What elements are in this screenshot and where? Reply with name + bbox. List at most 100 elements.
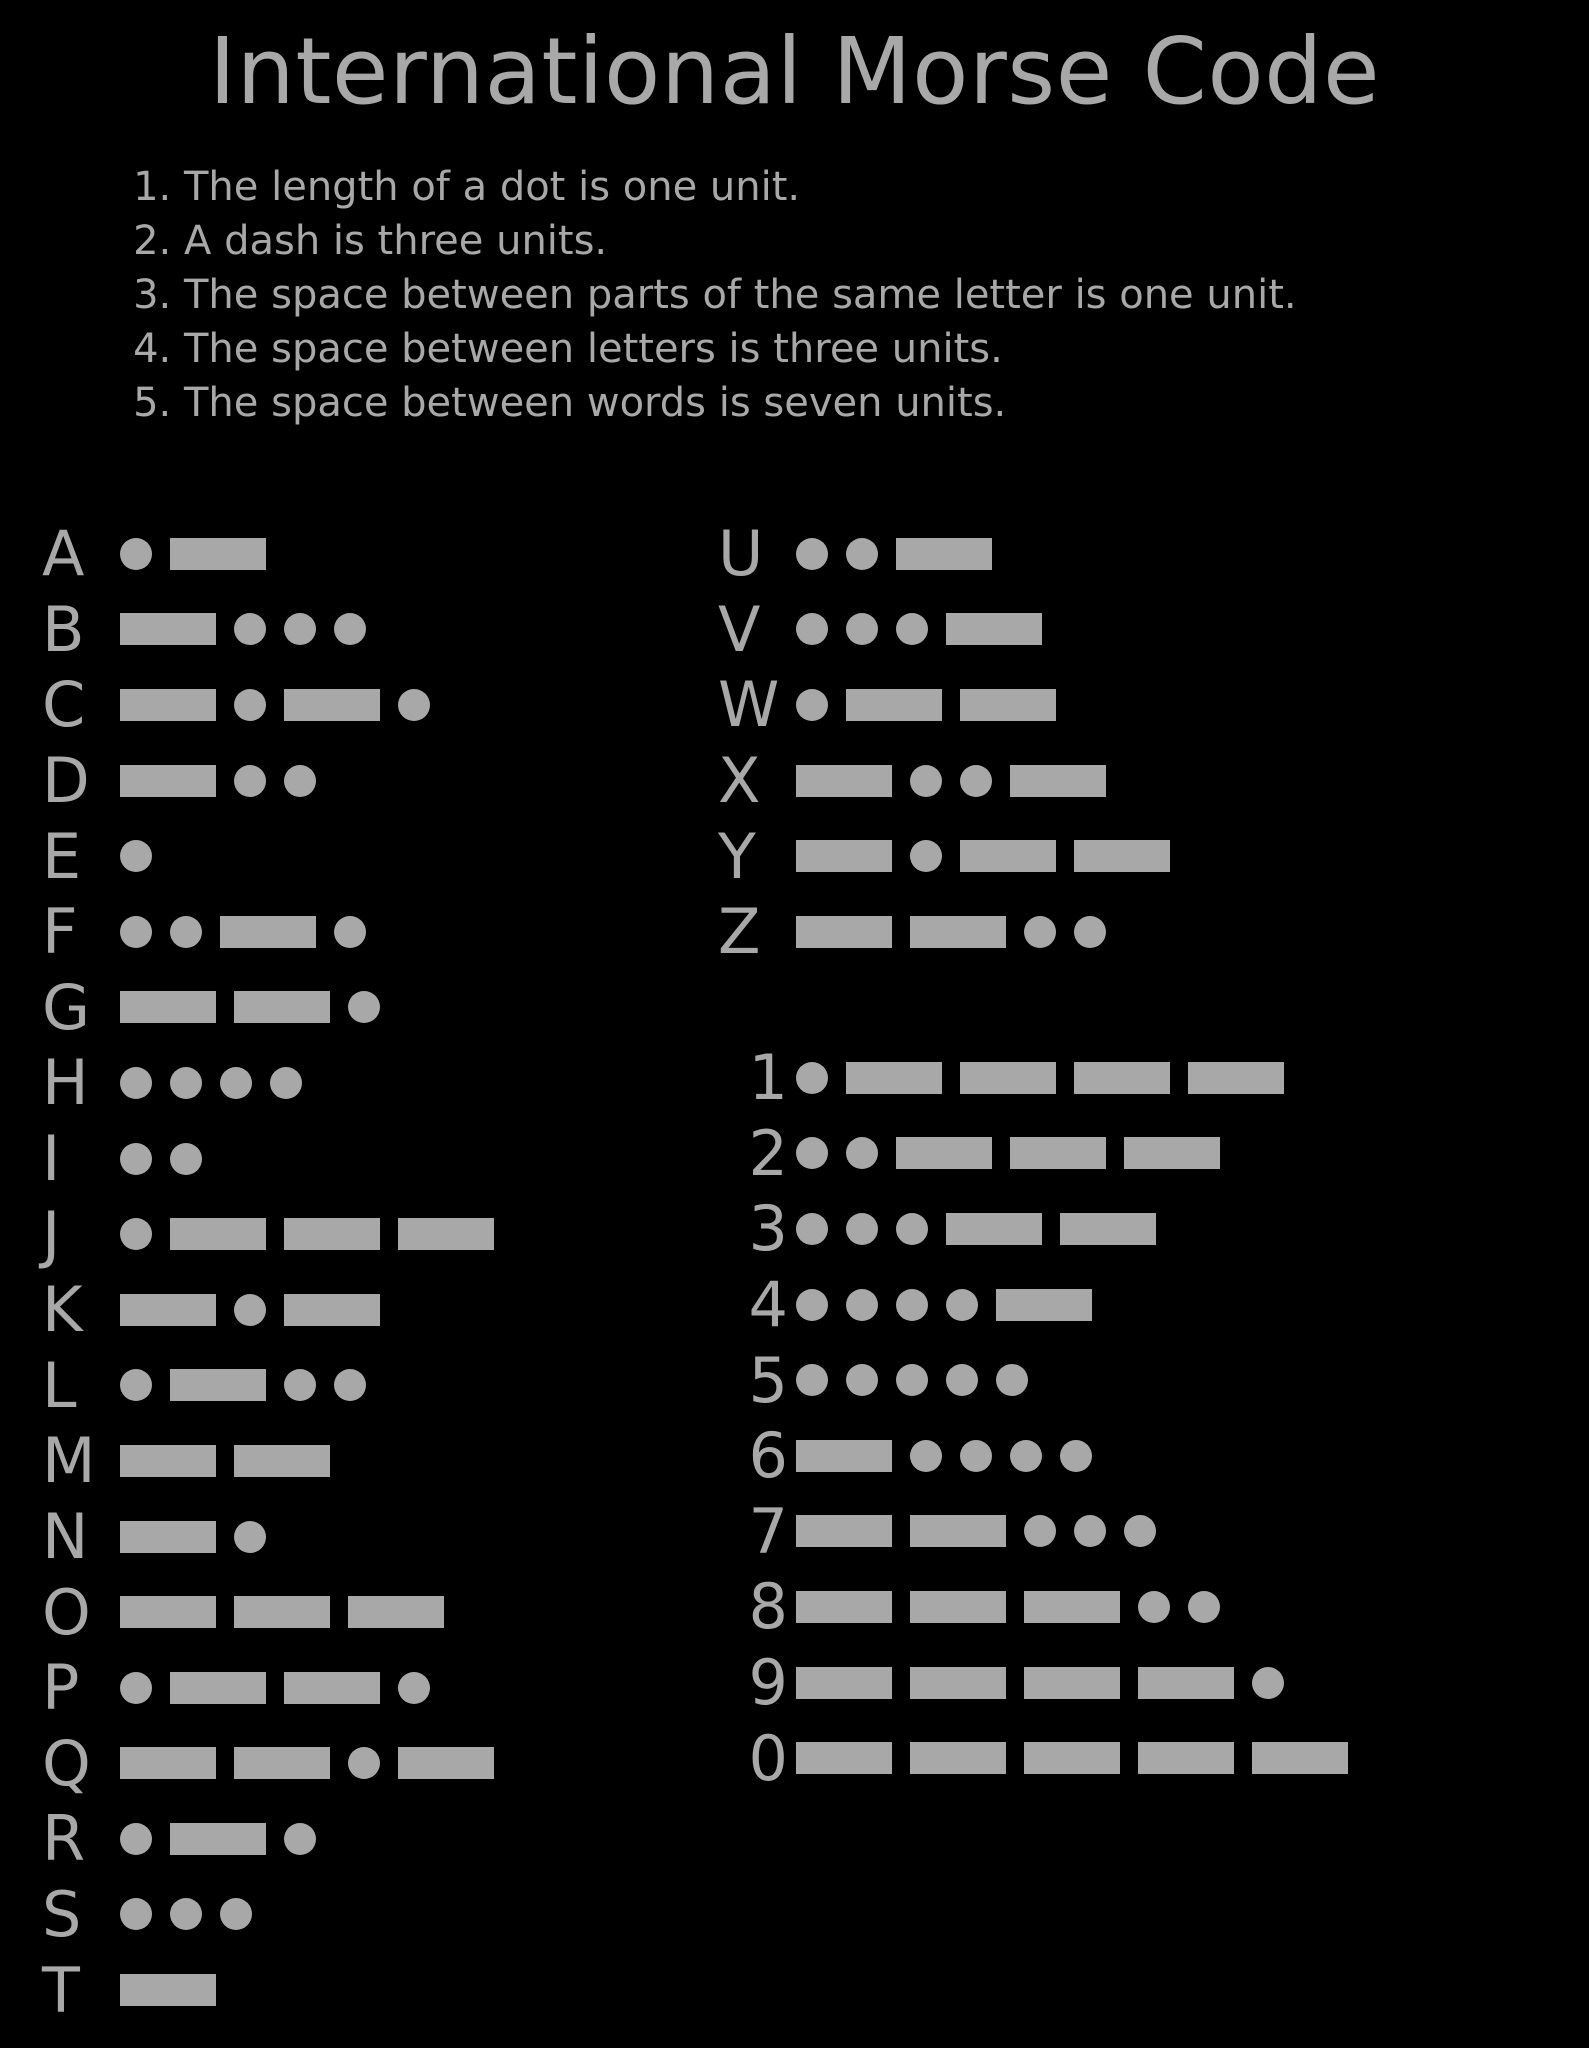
dash-icon <box>996 1289 1092 1321</box>
dot-icon <box>796 538 828 570</box>
morse-entry-A: A <box>42 516 494 592</box>
dot-icon <box>220 1067 252 1099</box>
morse-entry-P: P <box>42 1650 494 1726</box>
morse-entry-W: W <box>718 667 1170 743</box>
dash-icon <box>1074 840 1170 872</box>
morse-pattern <box>120 1067 302 1099</box>
dot-icon <box>910 765 942 797</box>
character-label: L <box>42 1349 112 1422</box>
dash-icon <box>960 840 1056 872</box>
character-label: G <box>42 971 112 1044</box>
dot-icon <box>234 1521 266 1553</box>
dot-icon <box>348 991 380 1023</box>
morse-pattern <box>796 538 992 570</box>
morse-entry-I: I <box>42 1121 494 1197</box>
dash-icon <box>348 1596 444 1628</box>
dash-icon <box>796 1742 892 1774</box>
dash-icon <box>796 1591 892 1623</box>
morse-pattern <box>796 1213 1156 1245</box>
dot-icon <box>1188 1591 1220 1623</box>
morse-entry-C: C <box>42 667 494 743</box>
dash-icon <box>170 538 266 570</box>
character-label: 9 <box>718 1646 788 1719</box>
morse-entry-9: 9 <box>718 1645 1348 1721</box>
character-label: B <box>42 593 112 666</box>
character-label: X <box>718 744 788 817</box>
morse-pattern <box>120 613 366 645</box>
dot-icon <box>1252 1667 1284 1699</box>
character-label: 5 <box>718 1344 788 1417</box>
dash-icon <box>1138 1667 1234 1699</box>
rule-item: The space between parts of the same lett… <box>184 268 1297 322</box>
dash-icon <box>796 916 892 948</box>
dot-icon <box>1074 916 1106 948</box>
morse-entry-Q: Q <box>42 1726 494 1802</box>
dot-icon <box>846 613 878 645</box>
dot-icon <box>846 1213 878 1245</box>
dot-icon <box>234 689 266 721</box>
dash-icon <box>1252 1742 1348 1774</box>
morse-pattern <box>796 1591 1220 1623</box>
morse-pattern <box>796 689 1056 721</box>
character-label: R <box>42 1802 112 1875</box>
dot-icon <box>946 1364 978 1396</box>
dot-icon <box>120 1218 152 1250</box>
dot-icon <box>334 916 366 948</box>
dot-icon <box>398 1672 430 1704</box>
dot-icon <box>1060 1440 1092 1472</box>
dash-icon <box>796 1515 892 1547</box>
dot-icon <box>120 840 152 872</box>
dot-icon <box>846 1289 878 1321</box>
morse-entry-0: 0 <box>718 1720 1348 1796</box>
dash-icon <box>946 1213 1042 1245</box>
character-label: Y <box>718 820 788 893</box>
morse-pattern <box>120 991 380 1023</box>
morse-pattern <box>796 765 1106 797</box>
morse-pattern <box>120 1294 380 1326</box>
character-label: C <box>42 668 112 741</box>
dash-icon <box>846 1062 942 1094</box>
dash-icon <box>796 840 892 872</box>
morse-entry-E: E <box>42 818 494 894</box>
morse-entry-8: 8 <box>718 1569 1348 1645</box>
dot-icon <box>284 1823 316 1855</box>
morse-entry-T: T <box>42 1952 494 2028</box>
dot-icon <box>398 689 430 721</box>
dot-icon <box>1024 1515 1056 1547</box>
character-label: M <box>42 1424 112 1497</box>
morse-pattern <box>796 1515 1156 1547</box>
dot-icon <box>334 1369 366 1401</box>
morse-pattern <box>120 765 316 797</box>
morse-entry-S: S <box>42 1877 494 1953</box>
dot-icon <box>120 1067 152 1099</box>
morse-pattern <box>796 1364 1028 1396</box>
letters-column-right: UVWXYZ <box>718 516 1170 970</box>
character-label: V <box>718 593 788 666</box>
character-label: U <box>718 517 788 590</box>
dot-icon <box>960 1440 992 1472</box>
dot-icon <box>910 840 942 872</box>
dot-icon <box>796 1289 828 1321</box>
dash-icon <box>1124 1137 1220 1169</box>
morse-pattern <box>120 916 366 948</box>
morse-entry-V: V <box>718 592 1170 668</box>
character-label: W <box>718 668 788 741</box>
character-label: 6 <box>718 1419 788 1492</box>
dot-icon <box>846 1364 878 1396</box>
dot-icon <box>170 916 202 948</box>
dash-icon <box>1060 1213 1156 1245</box>
morse-pattern <box>120 1747 494 1779</box>
dot-icon <box>120 1143 152 1175</box>
morse-pattern <box>120 1521 266 1553</box>
dot-icon <box>896 1213 928 1245</box>
dash-icon <box>170 1672 266 1704</box>
dash-icon <box>1024 1591 1120 1623</box>
morse-entry-F: F <box>42 894 494 970</box>
letters-column-left: ABCDEFGHIJKLMNOPQRST <box>42 516 494 2028</box>
character-label: K <box>42 1273 112 1346</box>
morse-pattern <box>796 1742 1348 1774</box>
dash-icon <box>170 1369 266 1401</box>
dot-icon <box>120 916 152 948</box>
dot-icon <box>946 1289 978 1321</box>
rule-item: The length of a dot is one unit. <box>184 160 1297 214</box>
